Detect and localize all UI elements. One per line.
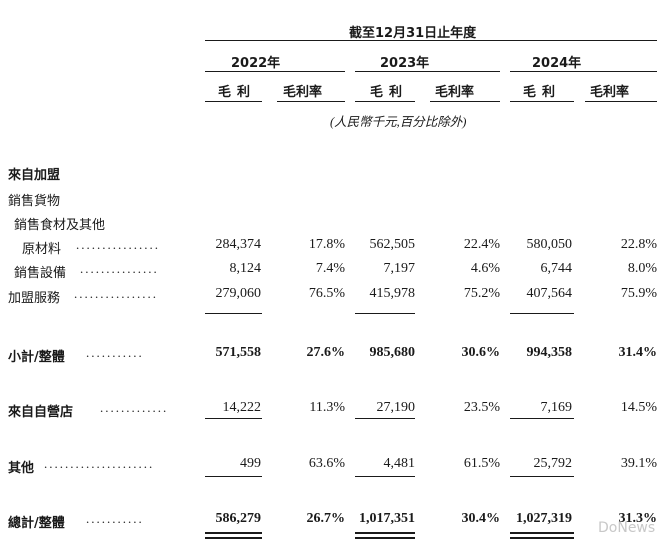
subsection-ingredients: 銷售食材及其他 [14,218,106,233]
cell: 7,169 [540,400,573,415]
cell: 7.4% [315,261,345,276]
cell: 30.6% [461,345,501,360]
self-op-rule-3 [355,418,415,419]
col-rule-5 [510,101,574,102]
leader-dots: ................ [76,237,160,252]
self-op-rule-5 [510,418,574,419]
total-double-rule-3a [355,532,415,534]
cell: 22.8% [620,237,657,252]
cell: 1,017,351 [359,511,415,526]
col-gross-profit-2023: 毛利 [370,85,409,100]
cell: 571,558 [215,345,262,360]
col-rule-2 [277,101,345,102]
other-rule-1 [205,476,262,477]
cell: 61.5% [463,456,500,471]
cell: 27.6% [306,345,346,360]
col-rule-6 [585,101,657,102]
year-2023-rule [355,71,500,72]
year-2022: 2022年 [231,56,281,71]
row-label-self-operated: 來自自營店 [8,405,74,420]
cell: 407,564 [526,286,573,301]
self-op-rule-1 [205,418,262,419]
cell: 22.4% [463,237,500,252]
cell: 562,505 [369,237,416,252]
section-franchise: 來自加盟 [8,168,61,183]
total-double-rule-3b [355,537,415,539]
other-rule-5 [510,476,574,477]
cell: 75.9% [620,286,657,301]
col-rule-1 [205,101,262,102]
cell: 23.5% [463,400,500,415]
col-margin-2023: 毛利率 [435,85,475,100]
col-margin-2024: 毛利率 [590,85,630,100]
cell: 6,744 [540,261,573,276]
total-double-rule-5b [510,537,574,539]
col-margin-2022: 毛利率 [283,85,323,100]
subtotal-rule-5 [510,313,574,314]
cell: 415,978 [369,286,416,301]
watermark: DoNews [598,520,656,536]
subtotal-rule-3 [355,313,415,314]
year-2024-rule [510,71,657,72]
row-label-franchise-services: 加盟服務 [8,291,61,306]
total-double-rule-5a [510,532,574,534]
leader-dots: ................ [74,286,158,301]
cell: 14,222 [222,400,262,415]
row-label-equipment: 銷售設備 [14,266,67,281]
header-rule [205,40,657,41]
year-2024: 2024年 [532,56,582,71]
cell: 31.3% [618,511,658,526]
cell: 17.8% [308,237,345,252]
cell: 25,792 [533,456,573,471]
total-double-rule-1a [205,532,262,534]
cell: 985,680 [369,345,416,360]
col-rule-3 [355,101,415,102]
cell: 279,060 [215,286,262,301]
col-gross-profit-2024: 毛利 [523,85,562,100]
row-label-subtotal: 小計/整體 [8,350,65,365]
leader-dots: ............... [80,261,159,276]
cell: 1,027,319 [516,511,572,526]
cell: 7,197 [383,261,416,276]
row-label-raw-materials: 原材料 [22,242,62,257]
subsection-goods: 銷售貨物 [8,194,61,209]
cell: 26.7% [306,511,346,526]
cell: 39.1% [620,456,657,471]
cell: 30.4% [461,511,501,526]
cell: 8,124 [229,261,262,276]
other-rule-3 [355,476,415,477]
col-gross-profit-2022: 毛利 [218,85,257,100]
subtotal-rule-1 [205,313,262,314]
cell: 4,481 [383,456,416,471]
cell: 8.0% [627,261,657,276]
leader-dots: ........... [86,511,144,526]
cell: 75.2% [463,286,500,301]
leader-dots: ............. [100,400,169,415]
cell: 586,279 [215,511,262,526]
cell: 14.5% [620,400,657,415]
leader-dots: ........... [86,345,144,360]
col-rule-4 [430,101,500,102]
unit-note: (人民幣千元,百分比除外) [330,115,467,129]
cell: 31.4% [618,345,658,360]
total-double-rule-1b [205,537,262,539]
cell: 499 [240,456,261,471]
row-label-other: 其他 [8,461,35,476]
cell: 284,374 [215,237,262,252]
period-header: 截至12月31日止年度 [349,26,477,41]
leader-dots: ..................... [44,456,155,471]
cell: 63.6% [308,456,345,471]
cell: 994,358 [526,345,573,360]
year-2022-rule [205,71,345,72]
cell: 580,050 [526,237,573,252]
cell: 11.3% [309,400,345,415]
cell: 4.6% [470,261,500,276]
year-2023: 2023年 [380,56,430,71]
row-label-total: 總計/整體 [8,516,65,531]
cell: 76.5% [308,286,345,301]
cell: 27,190 [376,400,416,415]
